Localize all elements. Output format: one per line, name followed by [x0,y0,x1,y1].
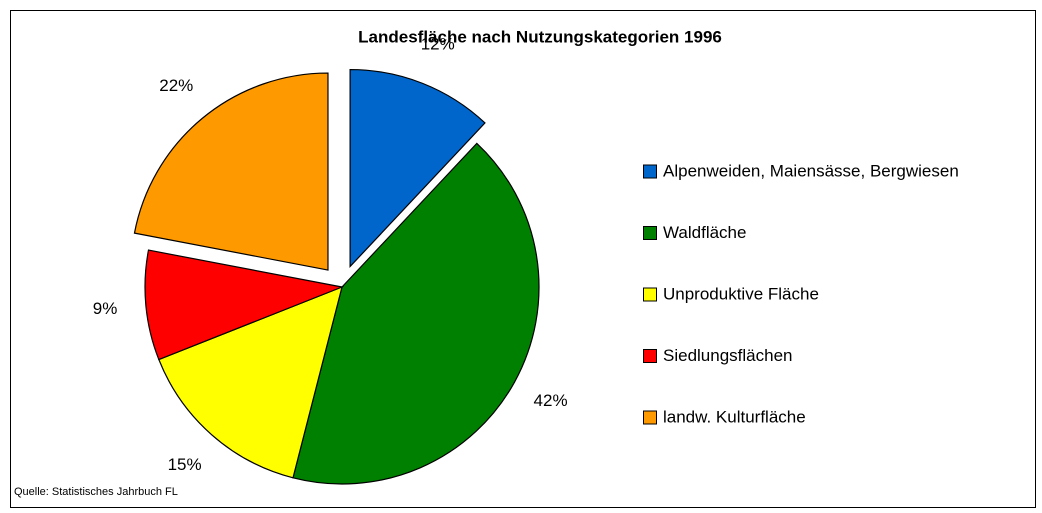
legend-label: Siedlungsflächen [663,346,792,365]
pie-slice [158,286,343,479]
legend-label: landw. Kulturfläche [663,407,806,426]
data-label: 42% [534,391,568,410]
source-note: Quelle: Statistisches Jahrbuch FL [14,486,178,498]
legend-swatch [643,410,657,425]
data-label: 12% [421,35,455,54]
pie-slice [144,249,345,361]
data-label: 9% [93,299,118,318]
legend-swatch [643,349,657,363]
pie-slice [349,68,486,269]
legend-swatch [643,287,657,302]
legend-label: Waldfläche [663,223,746,242]
legend-label: Unproduktive Fläche [663,284,819,303]
chart-title: Landesfläche nach Nutzungskategorien 199… [358,27,722,46]
data-label: 15% [168,455,202,474]
legend-swatch [643,164,657,179]
pie-slice [133,72,329,271]
legend-swatch [643,226,657,240]
pie-slice [292,142,540,485]
legend-label: Alpenweiden, Maiensässe, Bergwiesen [663,161,959,180]
data-label: 22% [159,76,193,95]
